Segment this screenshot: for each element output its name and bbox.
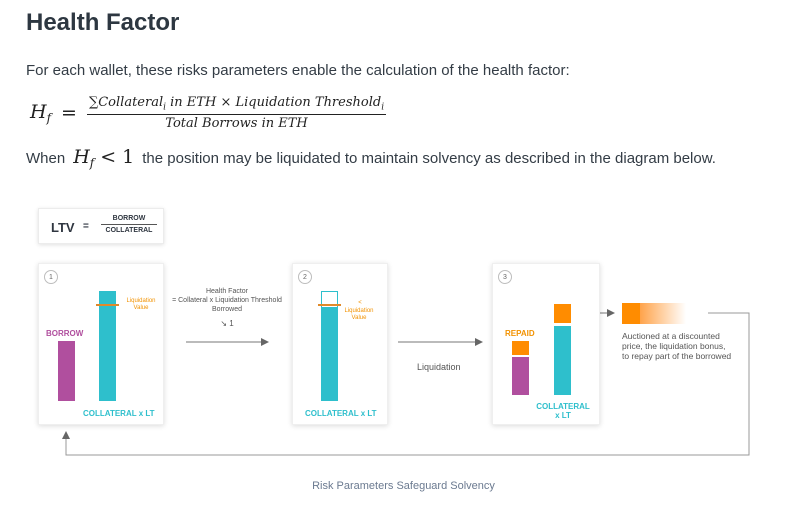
collateral-lt-label-2: COLLATERAL x LT bbox=[305, 409, 377, 418]
ltv-denominator: COLLATERAL bbox=[105, 227, 153, 234]
liquidation-threshold-line-2 bbox=[318, 304, 341, 306]
seized-collateral-bar bbox=[554, 304, 571, 323]
liquidation-condition: When Hf <1 the position may be liquidated… bbox=[26, 146, 716, 170]
auction-fade bbox=[640, 303, 686, 324]
ltv-formula-box: LTV = BORROW COLLATERAL bbox=[38, 208, 164, 244]
ltv-fraction: BORROW COLLATERAL bbox=[101, 215, 157, 234]
formula-numerator: ∑Collaterali in ETH × Liquidation Thresh… bbox=[86, 95, 387, 115]
ltv-label: LTV bbox=[51, 220, 75, 235]
liquidation-value-label: Liquidation Value bbox=[126, 298, 156, 311]
liquidation-threshold-line bbox=[96, 304, 119, 306]
step-2-number: 2 bbox=[298, 270, 312, 284]
collateral-lt-label: COLLATERAL x LT bbox=[83, 409, 155, 418]
remaining-borrow-bar bbox=[512, 357, 529, 395]
remaining-collateral-bar bbox=[554, 326, 571, 395]
less-than-symbol: < bbox=[358, 300, 362, 306]
step-1-card: 1 BORROW Liquidation Value COLLATERAL x … bbox=[38, 263, 164, 425]
health-factor-note: Health Factor = Collateral x Liquidation… bbox=[172, 288, 282, 328]
diagram-caption: Risk Parameters Safeguard Solvency bbox=[312, 480, 495, 492]
page-title: Health Factor bbox=[26, 9, 180, 36]
ltv-numerator: BORROW bbox=[101, 215, 157, 225]
collateral-lost-portion bbox=[321, 291, 338, 307]
step-1-number: 1 bbox=[44, 270, 58, 284]
condition-math: Hf <1 bbox=[73, 146, 135, 170]
liquidation-label: Liquidation bbox=[417, 362, 461, 372]
auction-description: Auctioned at a discounted price, the liq… bbox=[622, 331, 732, 361]
repaid-label: REPAID bbox=[505, 329, 535, 338]
formula-fraction: ∑Collaterali in ETH × Liquidation Thresh… bbox=[86, 95, 387, 131]
borrow-label: BORROW bbox=[46, 329, 84, 338]
health-factor-formula: Hf = ∑Collaterali in ETH × Liquidation T… bbox=[30, 95, 387, 131]
return-loop-arrow bbox=[62, 312, 750, 456]
collateral-bar bbox=[99, 291, 116, 401]
collateral-lt-label-3: COLLATERAL x LT bbox=[536, 402, 590, 420]
auctioned-collateral-bar bbox=[622, 303, 640, 324]
step-3-card: 3 REPAID COLLATERAL x LT bbox=[492, 263, 600, 425]
borrow-bar bbox=[58, 341, 75, 401]
formula-lhs: Hf bbox=[30, 101, 52, 125]
collateral-bar-reduced bbox=[321, 307, 338, 401]
repaid-bar bbox=[512, 341, 529, 355]
formula-denominator: Total Borrows in ETH bbox=[165, 115, 308, 131]
formula-equals: = bbox=[61, 102, 77, 124]
liquidation-value-label-2: Liquidation Value bbox=[344, 308, 374, 321]
intro-text: For each wallet, these risks parameters … bbox=[26, 62, 570, 79]
step-3-number: 3 bbox=[498, 270, 512, 284]
ltv-equals: = bbox=[83, 221, 89, 232]
step-2-card: 2 < Liquidation Value COLLATERAL x LT bbox=[292, 263, 388, 425]
